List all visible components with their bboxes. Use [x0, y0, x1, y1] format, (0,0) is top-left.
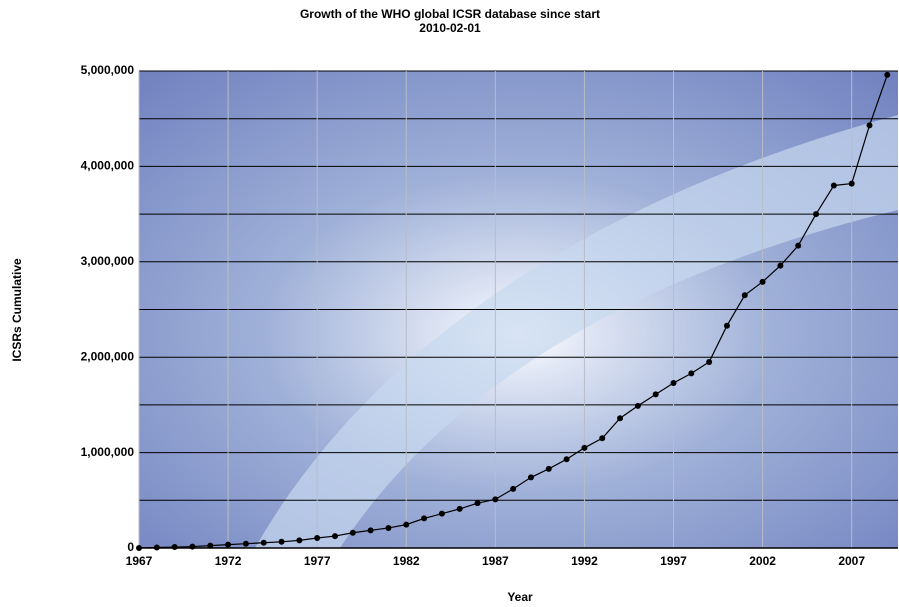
x-tick-label: 2002 — [749, 554, 776, 568]
data-point — [777, 262, 784, 269]
plot: 0 1,000,000 2,000,000 3,000,000 4,000,000 5,0… — [81, 63, 898, 568]
x-tick-label: 2007 — [838, 554, 865, 568]
data-point — [617, 415, 624, 422]
data-point — [795, 242, 802, 249]
data-point — [759, 278, 766, 285]
data-point — [545, 465, 552, 472]
data-point — [260, 539, 267, 546]
data-point — [438, 510, 445, 517]
chart-title: Growth of the WHO global ICSR database s… — [300, 7, 600, 21]
data-point — [527, 474, 534, 481]
data-point — [813, 211, 820, 218]
data-point — [456, 505, 463, 512]
data-point — [866, 122, 873, 129]
data-point — [136, 545, 142, 551]
data-point — [278, 538, 285, 545]
x-tick-label: 1987 — [482, 554, 509, 568]
chart-subtitle: 2010-02-01 — [419, 21, 481, 35]
data-point — [652, 391, 659, 398]
data-point — [314, 534, 321, 541]
x-axis-label: Year — [507, 590, 533, 604]
background-band — [255, 115, 898, 548]
data-point — [349, 529, 356, 536]
data-point — [242, 540, 249, 547]
data-point — [225, 541, 232, 548]
x-tick-label: 1997 — [660, 554, 687, 568]
y-tick-label: 2,000,000 — [81, 349, 135, 363]
data-point — [884, 71, 891, 78]
data-point — [706, 358, 713, 365]
x-tick-label: 1972 — [215, 554, 242, 568]
data-point — [367, 527, 374, 534]
y-tick-label: 0 — [127, 540, 134, 554]
data-point — [207, 542, 214, 549]
data-point — [741, 292, 748, 299]
data-point — [421, 515, 428, 522]
y-tick-label: 3,000,000 — [81, 254, 135, 268]
data-point — [171, 544, 178, 551]
data-point — [599, 435, 606, 442]
data-point — [296, 537, 303, 544]
data-point — [492, 496, 499, 503]
data-point — [474, 500, 481, 507]
data-point — [189, 543, 196, 550]
data-point — [848, 180, 855, 187]
y-axis-label: ICSRs Cumulative — [10, 258, 24, 362]
data-point — [634, 402, 641, 409]
data-point — [403, 521, 410, 528]
data-point — [385, 524, 392, 531]
y-tick-label: 5,000,000 — [81, 63, 135, 77]
x-tick-label: 1967 — [126, 554, 153, 568]
data-point — [830, 182, 837, 189]
data-point — [723, 322, 730, 329]
data-point — [331, 533, 338, 540]
data-point — [688, 370, 695, 377]
data-point — [563, 456, 570, 463]
data-point — [153, 544, 160, 551]
data-point — [670, 379, 677, 386]
data-point — [581, 444, 588, 451]
y-tick-label: 4,000,000 — [81, 159, 135, 173]
x-tick-label: 1977 — [304, 554, 331, 568]
x-tick-label: 1982 — [393, 554, 420, 568]
x-tick-label: 1992 — [571, 554, 598, 568]
data-point — [510, 485, 517, 492]
y-tick-label: 1,000,000 — [81, 445, 135, 459]
